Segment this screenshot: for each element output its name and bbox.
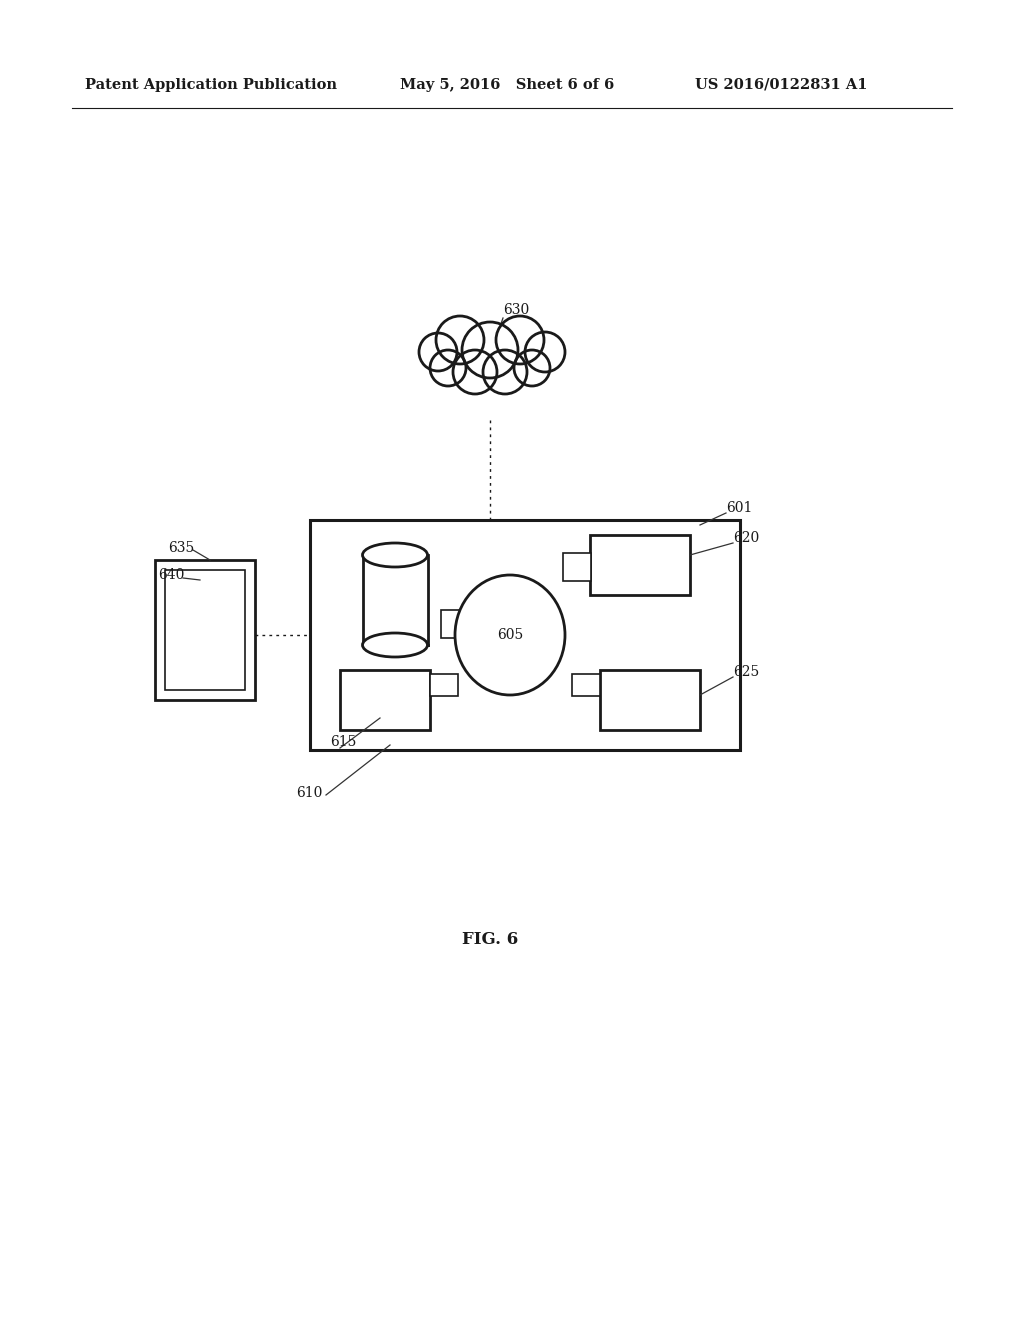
- Text: 625: 625: [733, 665, 759, 678]
- Bar: [441, 610, 469, 638]
- Text: 610: 610: [296, 785, 323, 800]
- Bar: [572, 675, 600, 696]
- Bar: [362, 554, 427, 645]
- Text: 601: 601: [726, 502, 753, 515]
- Text: 635: 635: [168, 541, 195, 554]
- Text: 630: 630: [503, 304, 529, 317]
- Text: 640: 640: [158, 568, 184, 582]
- Text: 615: 615: [330, 735, 356, 748]
- Circle shape: [496, 315, 544, 364]
- Bar: [155, 560, 255, 700]
- Bar: [563, 553, 591, 581]
- Circle shape: [514, 350, 550, 385]
- Ellipse shape: [455, 576, 565, 696]
- Bar: [310, 520, 740, 750]
- Circle shape: [525, 333, 565, 372]
- Text: FIG. 6: FIG. 6: [462, 932, 518, 949]
- Circle shape: [453, 350, 497, 393]
- Text: 620: 620: [733, 531, 759, 545]
- Text: 605: 605: [497, 628, 523, 642]
- Ellipse shape: [362, 634, 427, 657]
- Circle shape: [436, 315, 484, 364]
- Bar: [340, 671, 430, 730]
- Circle shape: [462, 322, 518, 378]
- Text: Patent Application Publication: Patent Application Publication: [85, 78, 337, 92]
- Bar: [165, 570, 245, 690]
- Circle shape: [430, 350, 466, 385]
- Circle shape: [483, 350, 527, 393]
- Bar: [590, 535, 690, 595]
- Text: May 5, 2016   Sheet 6 of 6: May 5, 2016 Sheet 6 of 6: [400, 78, 614, 92]
- Bar: [430, 675, 458, 696]
- Bar: [600, 671, 700, 730]
- Ellipse shape: [362, 543, 427, 568]
- Text: US 2016/0122831 A1: US 2016/0122831 A1: [695, 78, 867, 92]
- Circle shape: [419, 333, 457, 371]
